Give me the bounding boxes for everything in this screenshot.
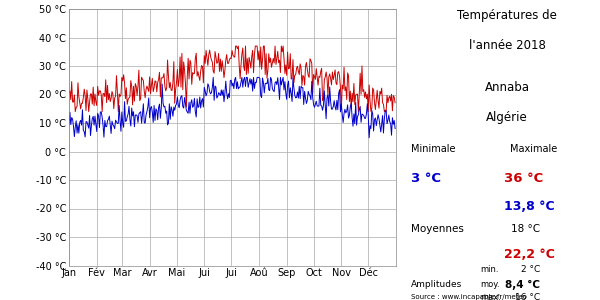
Text: 8,4 °C: 8,4 °C — [505, 280, 540, 290]
Text: Amplitudes: Amplitudes — [411, 280, 462, 289]
Text: 36 °C: 36 °C — [504, 172, 543, 185]
Text: moy.: moy. — [480, 280, 500, 289]
Text: Source : www.incapable.fr/meteo: Source : www.incapable.fr/meteo — [411, 294, 527, 300]
Text: 13,8 °C: 13,8 °C — [504, 200, 554, 212]
Text: l'année 2018: l'année 2018 — [469, 39, 545, 52]
Text: Annaba: Annaba — [485, 81, 530, 94]
Text: 2 °C: 2 °C — [521, 266, 540, 274]
Text: 3 °C: 3 °C — [411, 172, 441, 185]
Text: 22,2 °C: 22,2 °C — [504, 248, 555, 260]
Text: Moyennes: Moyennes — [411, 224, 464, 233]
Text: Algérie: Algérie — [486, 111, 528, 124]
Text: 18 °C: 18 °C — [511, 224, 540, 233]
Text: min.: min. — [480, 266, 499, 274]
Text: 16 °C: 16 °C — [515, 292, 540, 300]
Text: Minimale: Minimale — [411, 144, 455, 154]
Text: Températures de: Températures de — [457, 9, 557, 22]
Text: Maximale: Maximale — [510, 144, 557, 154]
Text: max.: max. — [480, 292, 501, 300]
